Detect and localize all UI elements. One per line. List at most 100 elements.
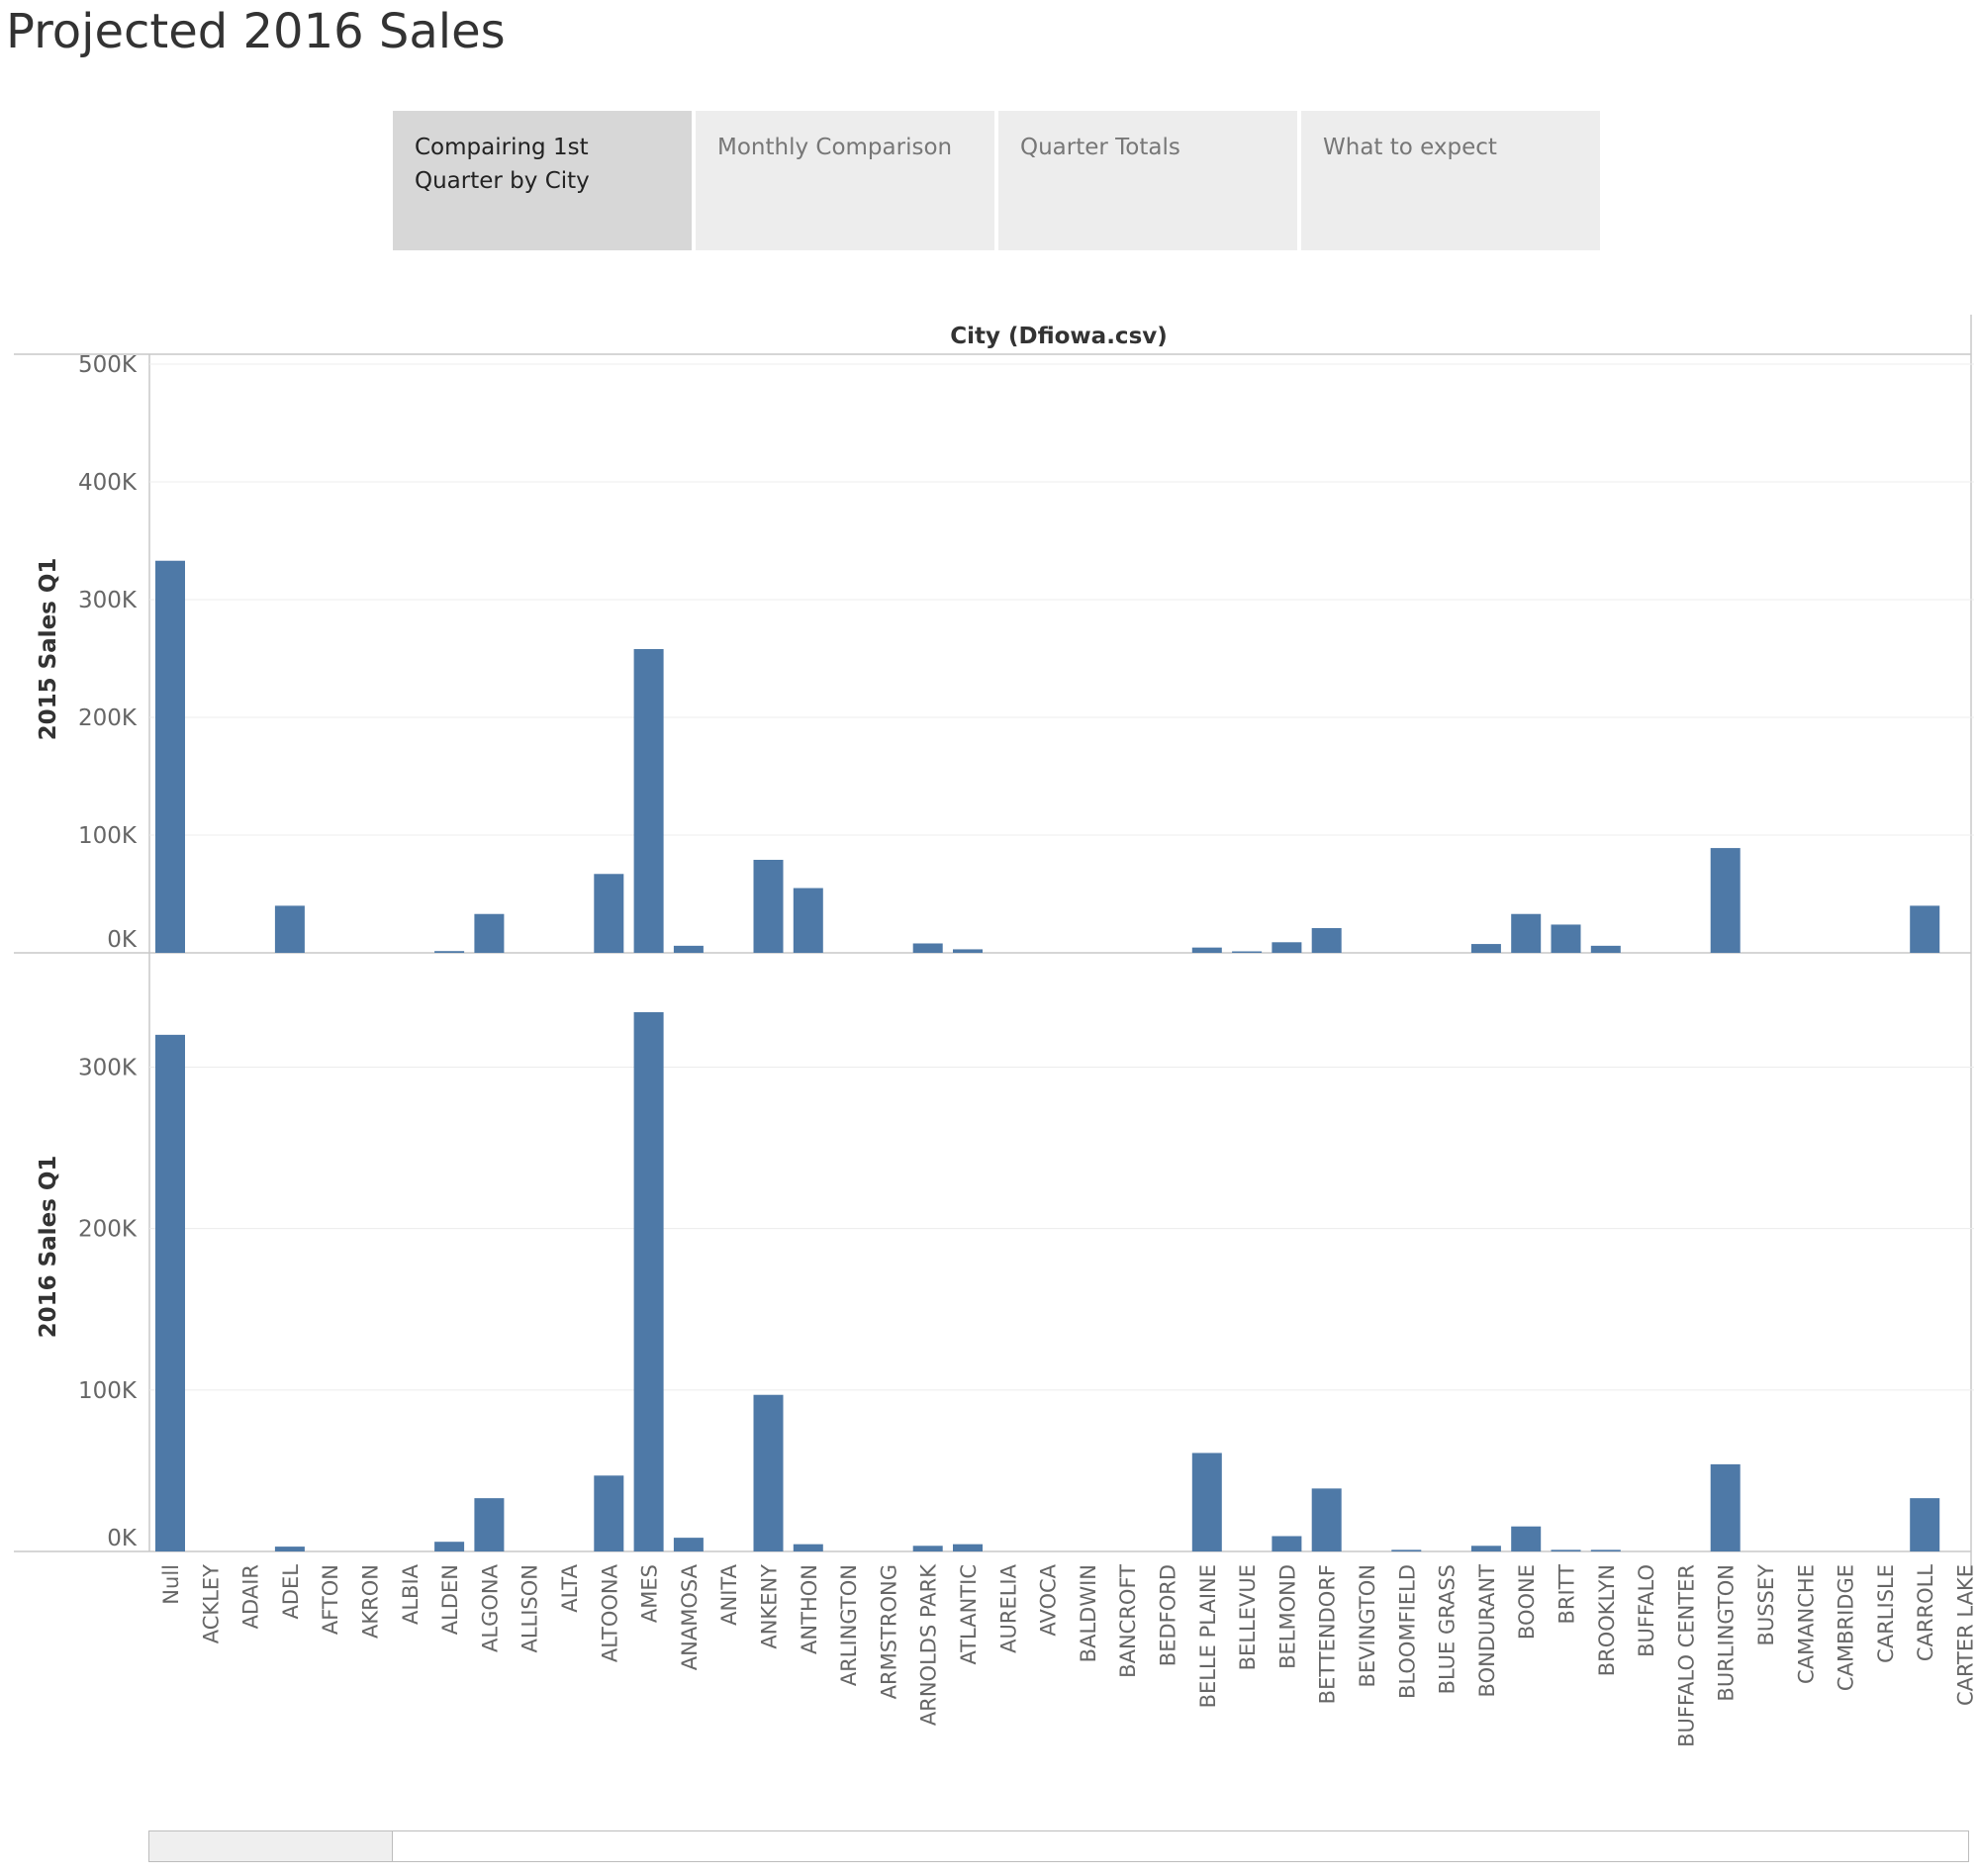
bar-brooklyn-2015[interactable] bbox=[1590, 945, 1621, 953]
x-tick-label: BUFFALO bbox=[1635, 1564, 1658, 1657]
bar-brooklyn-2016[interactable] bbox=[1590, 1549, 1621, 1551]
bar-anthon-2016[interactable] bbox=[793, 1544, 823, 1551]
x-tick-label: AVOCA bbox=[1037, 1563, 1061, 1636]
x-tick-label: ADEL bbox=[279, 1564, 303, 1620]
bar-altoona-2015[interactable] bbox=[594, 874, 624, 953]
bar-britt-2015[interactable] bbox=[1551, 924, 1581, 953]
bar-belmond-2015[interactable] bbox=[1272, 942, 1302, 953]
bar-algona-2016[interactable] bbox=[474, 1498, 505, 1551]
horizontal-scrollbar[interactable] bbox=[148, 1830, 1969, 1862]
tab-monthly-comparison[interactable]: Monthly Comparison bbox=[696, 111, 994, 250]
bar-bloomfield-2016[interactable] bbox=[1391, 1549, 1422, 1551]
tab-what-to-expect[interactable]: What to expect bbox=[1301, 111, 1600, 250]
x-tick-label: ACKLEY bbox=[199, 1564, 223, 1643]
bar-bellevue-2015[interactable] bbox=[1232, 951, 1263, 954]
chart-frame bbox=[14, 315, 1972, 1573]
tab-quarter-totals[interactable]: Quarter Totals bbox=[998, 111, 1297, 250]
y-tick-label: 0K bbox=[107, 927, 138, 953]
bar-atlantic-2015[interactable] bbox=[953, 949, 983, 953]
tab-compairing-1st-quarter[interactable]: Compairing 1st Quarter by City bbox=[393, 111, 692, 250]
x-tick-label: BONDURANT bbox=[1475, 1564, 1499, 1698]
bar-anamosa-2016[interactable] bbox=[673, 1538, 704, 1551]
y-tick-label: 0K bbox=[107, 1526, 138, 1551]
bar-anthon-2015[interactable] bbox=[793, 888, 823, 953]
bar-burlington-2015[interactable] bbox=[1710, 848, 1741, 953]
page-title: Projected 2016 Sales bbox=[6, 4, 506, 59]
bar-belle-plaine-2016[interactable] bbox=[1191, 1453, 1222, 1551]
x-tick-label: BLUE GRASS bbox=[1436, 1564, 1460, 1694]
bar-belle-plaine-2015[interactable] bbox=[1191, 947, 1222, 953]
x-tick-label: ANTHON bbox=[798, 1564, 821, 1654]
bar-arnolds-park-2016[interactable] bbox=[912, 1546, 943, 1551]
bar-carroll-2015[interactable] bbox=[1910, 905, 1940, 953]
bar-arnolds-park-2015[interactable] bbox=[912, 943, 943, 953]
bar-carroll-2016[interactable] bbox=[1910, 1498, 1940, 1551]
x-tick-label: BEVINGTON bbox=[1356, 1564, 1379, 1688]
x-tick-label: BALDWIN bbox=[1077, 1564, 1100, 1662]
y-tick-label: 100K bbox=[78, 1378, 138, 1404]
y-tick-label: 400K bbox=[78, 470, 138, 496]
bar-ankeny-2015[interactable] bbox=[753, 859, 784, 953]
x-tick-label: ANKENY bbox=[758, 1564, 782, 1649]
y-axis-title-2016: 2016 Sales Q1 bbox=[36, 1156, 61, 1339]
x-tick-label: ARLINGTON bbox=[837, 1564, 861, 1686]
x-tick-label: BOONE bbox=[1515, 1564, 1539, 1640]
x-tick-label: BELLE PLAINE bbox=[1196, 1564, 1220, 1708]
bar-alden-2015[interactable] bbox=[434, 951, 465, 953]
bar-adel-2015[interactable] bbox=[274, 905, 305, 953]
bar-bondurant-2016[interactable] bbox=[1470, 1546, 1501, 1551]
x-tick-label: CARLISLE bbox=[1874, 1564, 1898, 1663]
y-tick-label: 200K bbox=[78, 1217, 138, 1243]
bar-atlantic-2016[interactable] bbox=[953, 1544, 983, 1551]
y-tick-label: 300K bbox=[78, 1055, 138, 1080]
bar-alden-2016[interactable] bbox=[434, 1542, 465, 1551]
x-tick-label: ALTOONA bbox=[598, 1563, 621, 1662]
bar-anamosa-2015[interactable] bbox=[673, 945, 704, 953]
x-tick-label: AFTON bbox=[319, 1564, 342, 1635]
bar-bettendorf-2015[interactable] bbox=[1311, 928, 1342, 953]
bar-bettendorf-2016[interactable] bbox=[1311, 1488, 1342, 1551]
bar-boone-2016[interactable] bbox=[1511, 1526, 1542, 1551]
bar-boone-2015[interactable] bbox=[1511, 913, 1542, 953]
x-tick-label: BELMOND bbox=[1275, 1564, 1299, 1669]
x-tick-label: ANAMOSA bbox=[678, 1563, 702, 1670]
y-tick-label: 100K bbox=[78, 823, 138, 849]
bar-ankeny-2016[interactable] bbox=[753, 1394, 784, 1551]
x-tick-label: ALDEN bbox=[438, 1564, 462, 1635]
x-tick-label: ADAIR bbox=[239, 1564, 263, 1629]
x-tick-label: BEDFORD bbox=[1157, 1564, 1180, 1666]
x-tick-label: CARTER LAKE bbox=[1954, 1564, 1978, 1706]
x-tick-label: ALTA bbox=[558, 1563, 582, 1612]
bar-britt-2016[interactable] bbox=[1551, 1549, 1581, 1551]
bars bbox=[155, 560, 1940, 1551]
bar-altoona-2016[interactable] bbox=[594, 1475, 624, 1551]
bar-belmond-2016[interactable] bbox=[1272, 1536, 1302, 1551]
bar-burlington-2016[interactable] bbox=[1710, 1463, 1741, 1551]
x-tick-label: CAMANCHE bbox=[1794, 1564, 1818, 1684]
bar-bondurant-2015[interactable] bbox=[1470, 944, 1501, 953]
y-tick-label: 500K bbox=[78, 352, 138, 378]
scrollbar-thumb[interactable] bbox=[149, 1831, 393, 1861]
tab-label: What to expect bbox=[1323, 135, 1497, 160]
bar-null-2015[interactable] bbox=[155, 560, 185, 953]
x-tick-label: Null bbox=[159, 1564, 183, 1605]
bar-null-2016[interactable] bbox=[155, 1034, 185, 1551]
x-tick-label: BUSSEY bbox=[1754, 1564, 1778, 1646]
x-tick-label: ATLANTIC bbox=[957, 1564, 981, 1665]
bar-algona-2015[interactable] bbox=[474, 913, 505, 953]
bar-adel-2016[interactable] bbox=[274, 1547, 305, 1551]
x-tick-label: CAMBRIDGE bbox=[1835, 1564, 1858, 1691]
y-axis-title-2015: 2015 Sales Q1 bbox=[36, 558, 61, 741]
x-tick-label: ANITA bbox=[717, 1563, 741, 1625]
x-tick-label: ALGONA bbox=[478, 1563, 502, 1652]
y-tick-label: 200K bbox=[78, 705, 138, 731]
tab-label: Quarter Totals bbox=[1020, 135, 1180, 160]
x-tick-label: BRITT bbox=[1555, 1564, 1579, 1625]
y-axes: 0K 100K 200K 300K 400K 500K 0K 100K 200K 300K bbox=[78, 352, 138, 1551]
bar-ames-2016[interactable] bbox=[633, 1012, 664, 1551]
x-tick-label: AKRON bbox=[359, 1564, 383, 1639]
bar-ames-2015[interactable] bbox=[633, 648, 664, 953]
x-tick-label: ALBIA bbox=[399, 1563, 423, 1625]
x-tick-label: CARROLL bbox=[1914, 1564, 1937, 1661]
